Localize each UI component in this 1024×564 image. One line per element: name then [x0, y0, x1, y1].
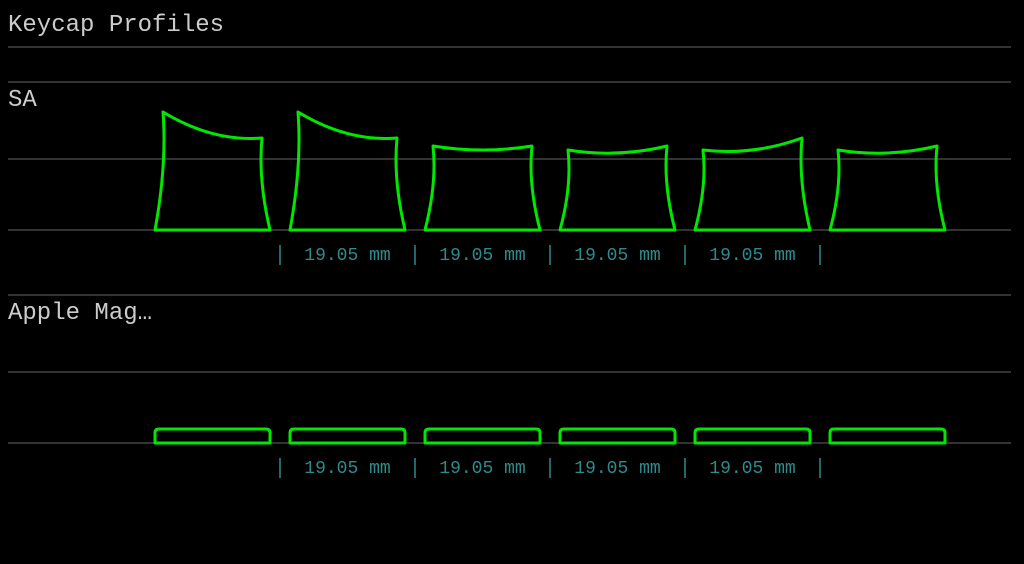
dimension-label: 19.05 mm: [304, 246, 390, 266]
profile-label-sa: SA: [8, 87, 37, 114]
dimension-label: 19.05 mm: [709, 246, 795, 266]
dimension-label: 19.05 mm: [574, 459, 660, 479]
keycap-low: [830, 429, 945, 443]
keycap-low: [290, 429, 405, 443]
dimension-label: 19.05 mm: [439, 246, 525, 266]
keycap-sa: [695, 138, 810, 230]
dimension-label: 19.05 mm: [709, 459, 795, 479]
profile-label-apple: Apple Mag…: [8, 300, 152, 327]
keycap-low: [155, 429, 270, 443]
dimension-label: 19.05 mm: [439, 459, 525, 479]
keycap-sa: [155, 112, 270, 230]
keycap-low: [560, 429, 675, 443]
keycap-low: [695, 429, 810, 443]
dimension-label: 19.05 mm: [304, 459, 390, 479]
keycap-sa: [290, 112, 405, 230]
page-title: Keycap Profiles: [8, 12, 224, 39]
keycap-low: [425, 429, 540, 443]
dimension-label: 19.05 mm: [574, 246, 660, 266]
